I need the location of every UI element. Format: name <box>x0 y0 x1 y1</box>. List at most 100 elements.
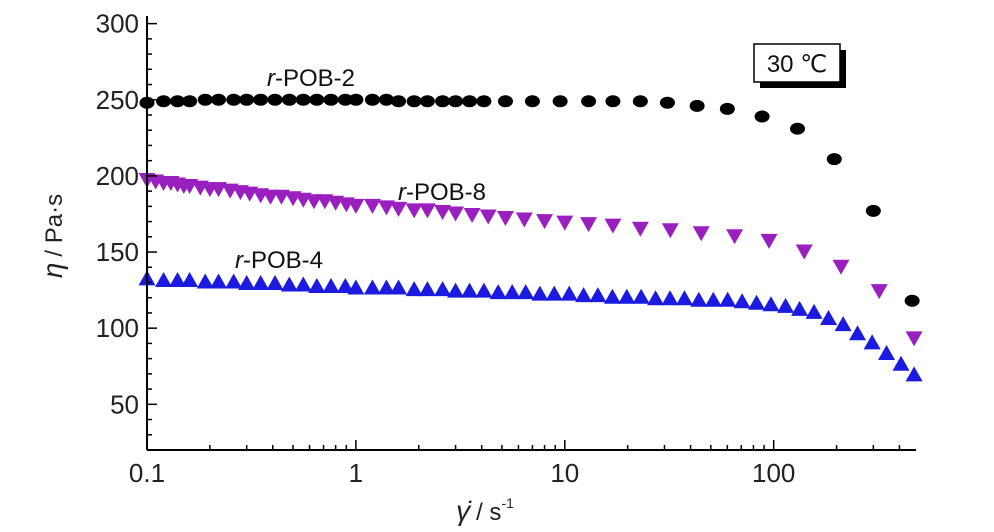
data-point <box>347 279 365 295</box>
data-point <box>905 366 923 382</box>
x-tick-label: 0.1 <box>129 458 165 488</box>
data-point <box>225 273 243 289</box>
data-point <box>197 93 213 106</box>
x-axis-title: γ̇ / s-1 <box>456 495 514 526</box>
data-point <box>580 217 598 233</box>
data-point <box>405 203 423 219</box>
data-point <box>545 285 563 301</box>
data-point <box>479 209 497 225</box>
data-point <box>517 284 535 300</box>
data-point <box>377 200 395 216</box>
y-tick-label: 100 <box>96 313 139 343</box>
data-point <box>631 221 649 237</box>
data-point <box>704 291 722 307</box>
annotation-box <box>753 43 841 83</box>
data-point <box>272 189 290 205</box>
data-point <box>406 95 422 108</box>
data-point <box>496 211 514 227</box>
data-point <box>253 93 269 106</box>
axes <box>146 16 916 451</box>
data-point <box>462 95 478 108</box>
series-label-r-pob-2: r-POB-2 <box>267 65 355 92</box>
data-point <box>378 93 394 106</box>
data-point <box>777 297 795 313</box>
data-point <box>878 345 896 361</box>
data-point <box>252 274 270 290</box>
data-point <box>870 284 888 300</box>
data-point <box>266 274 284 290</box>
y-tick-label: 300 <box>96 9 139 39</box>
data-point <box>418 203 436 219</box>
data-point <box>261 189 279 205</box>
data-point <box>892 355 910 371</box>
data-point <box>726 229 744 245</box>
data-point <box>826 153 842 166</box>
data-point <box>363 279 381 295</box>
data-marks <box>138 93 923 382</box>
data-point <box>795 244 813 260</box>
data-point <box>390 279 408 295</box>
data-point <box>226 93 242 106</box>
data-point <box>659 96 675 109</box>
data-point <box>210 273 228 289</box>
data-point <box>863 334 881 350</box>
data-point <box>556 215 574 231</box>
data-point <box>805 303 823 319</box>
data-point <box>560 285 578 301</box>
data-point <box>170 95 186 108</box>
data-point <box>789 122 805 135</box>
data-point <box>536 214 554 230</box>
data-point <box>337 93 353 106</box>
tick-labels: 50 100 150 200 250 300 0.1 1 10 100 <box>96 9 796 488</box>
data-point <box>155 271 173 287</box>
data-point <box>605 95 621 108</box>
data-point <box>434 204 452 220</box>
data-point <box>791 300 809 316</box>
data-point <box>308 278 326 294</box>
data-point <box>661 290 679 306</box>
data-point <box>489 284 507 300</box>
data-point <box>865 204 881 217</box>
data-point <box>475 282 493 298</box>
data-point <box>309 93 325 106</box>
data-point <box>497 95 513 108</box>
data-point <box>182 95 198 108</box>
data-point <box>419 95 435 108</box>
data-point <box>692 226 710 242</box>
data-point <box>849 325 867 341</box>
series-label-r-pob-4: r-POB-4 <box>235 247 323 274</box>
data-point <box>604 218 622 234</box>
data-point <box>322 278 340 294</box>
data-point <box>267 93 283 106</box>
y-tick-label: 50 <box>110 389 139 419</box>
data-point <box>661 223 679 239</box>
data-point <box>832 259 850 275</box>
data-point <box>169 271 187 287</box>
data-point <box>754 110 770 123</box>
data-point <box>503 284 521 300</box>
data-point <box>689 99 705 112</box>
data-point <box>760 233 778 249</box>
data-point <box>238 274 256 290</box>
series-r-pob-8 <box>138 172 923 347</box>
data-point <box>156 95 172 108</box>
data-point <box>632 288 650 304</box>
data-point <box>391 95 407 108</box>
series-r-pob-4 <box>138 270 923 382</box>
data-point <box>589 287 607 303</box>
data-point <box>305 194 323 210</box>
data-point <box>762 296 780 312</box>
data-point <box>524 95 540 108</box>
x-tick-label: 1 <box>349 458 363 488</box>
data-point <box>719 291 737 307</box>
data-point <box>733 293 751 309</box>
data-point <box>647 290 665 306</box>
data-point <box>435 95 451 108</box>
data-point <box>294 276 312 292</box>
data-point <box>348 93 364 106</box>
data-point <box>281 93 297 106</box>
data-point <box>581 95 597 108</box>
data-point <box>405 281 423 297</box>
data-point <box>448 95 464 108</box>
x-tick-label: 100 <box>752 458 795 488</box>
